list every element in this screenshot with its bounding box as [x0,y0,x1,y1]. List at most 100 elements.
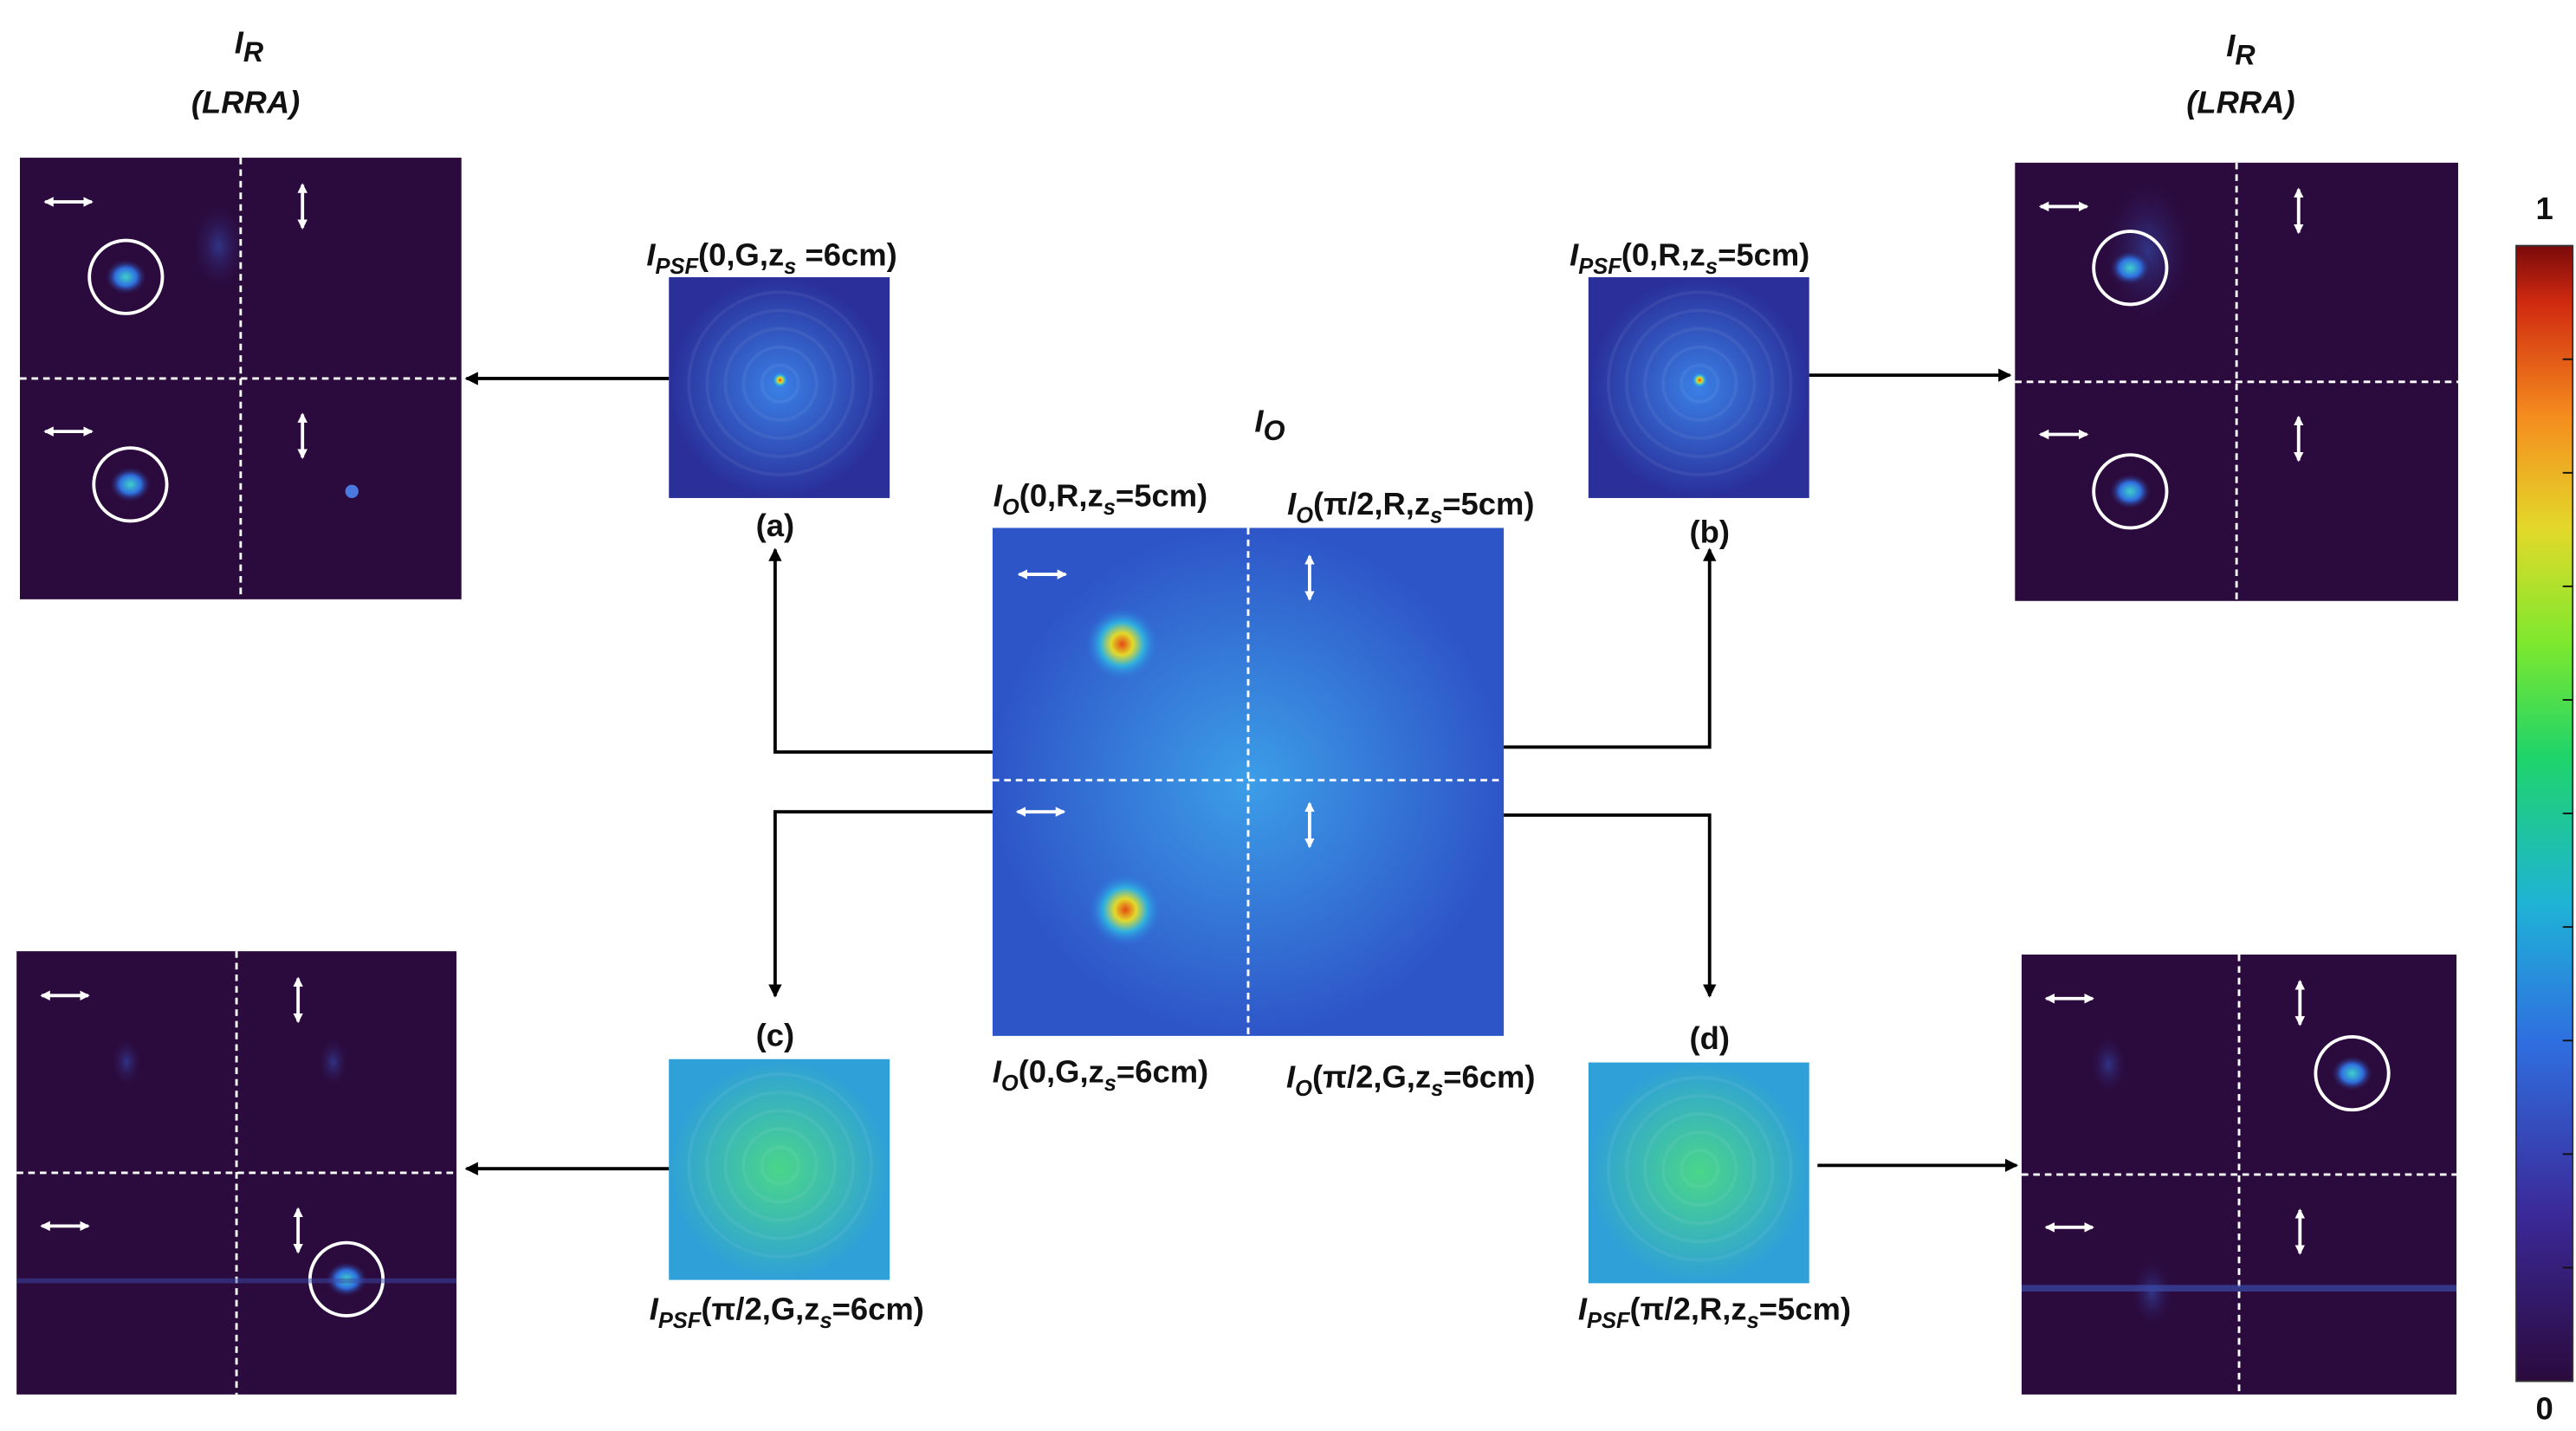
speckle-ring [1643,327,1757,440]
speckle-ring [687,1072,873,1259]
speckle-ring [1680,363,1720,404]
label-part: =6cm) [832,1292,924,1327]
object-circle [2092,230,2169,307]
label-part: I [235,24,244,60]
psf-peak [1691,372,1708,389]
speckle-ring [705,1091,855,1240]
label: IPSF(π/2,G,zs=6cm) [650,1292,924,1334]
label: IR [235,24,264,68]
label-part: PSF [1578,255,1622,279]
object [104,258,148,295]
speckle-ring [1606,290,1793,477]
faint-signal [316,1035,350,1089]
arrow [1504,813,1717,998]
psf-image [669,1059,890,1280]
label-part: O [1001,1072,1019,1096]
label-part: =6cm) [796,237,896,273]
label-part: I [994,478,1003,514]
arrow [768,810,993,998]
object [2330,1055,2374,1092]
label: (a) [756,508,794,543]
label-part: (π/2,G,z [701,1292,819,1327]
label-part: =5cm) [1116,478,1207,514]
speckle-ring [1606,1075,1793,1262]
label: (d) [1689,1020,1729,1056]
object-circle [2092,453,2169,530]
label-part: =6cm) [1116,1054,1208,1090]
label-part: (π/2,R,z [1630,1292,1747,1327]
speckle-ring [760,363,800,404]
label-part: I [1570,237,1579,273]
label-part: s [1705,255,1718,279]
label-part: s [1104,495,1116,520]
object [2108,473,2152,510]
label-part: =5cm) [1442,486,1534,521]
label-part: (0,G,z [698,237,784,273]
label-part: I [1578,1292,1588,1327]
label-part: (π/2,G,z [1312,1059,1431,1094]
label-part: I [993,1054,1002,1090]
label: (LRRA) [191,84,300,120]
faint-signal [188,197,249,295]
label-part: s [1431,1077,1443,1101]
speckle-ring [1680,1149,1720,1189]
label-part: O [1295,1077,1312,1101]
label-part: I [650,1292,659,1327]
object-circle [2314,1035,2391,1112]
speckle-ring [723,327,837,440]
label-part: s [784,255,796,279]
faint-signal [109,1035,144,1089]
object-circle [92,446,169,523]
speckle-ring [760,1145,800,1186]
object-circle [87,238,165,315]
label: IR [2226,28,2256,71]
label-part: (π/2,R,z [1313,486,1430,521]
label: IPSF(0,G,zs =6cm) [646,237,896,280]
label-part: O [1002,495,1019,520]
label: IO(0,R,zs=5cm) [994,478,1207,521]
streak [16,1278,456,1284]
label: (LRRA) [2186,84,2294,120]
faint-signal [2128,1256,2176,1331]
streak [2021,1285,2457,1292]
faint-spot [345,484,359,498]
label: 0 [2535,1391,2553,1427]
label-part: s [1104,1072,1116,1096]
label-part: (0,R,z [1621,237,1705,273]
psf-peak [772,372,789,389]
label: IPSF(0,R,zs=5cm) [1570,237,1809,280]
faint-signal [2088,1033,2129,1097]
object [2108,249,2152,287]
label-part: I [1286,1059,1296,1094]
speckle-ring [1624,308,1775,458]
speckle-ring [1624,1093,1775,1244]
io-peak [1085,607,1159,681]
label: IO(π/2,R,zs=5cm) [1287,486,1534,528]
label: IPSF(π/2,R,zs=5cm) [1578,1292,1851,1334]
label-part: R [2235,40,2256,71]
speckle-ring [687,290,873,477]
psf-image [1588,1062,1809,1284]
io-peak [1089,873,1162,947]
arrow [768,547,993,754]
speckle-ring [1643,1112,1757,1226]
speckle-ring [1661,1130,1738,1208]
label-part: PSF [656,255,700,279]
label-part: I [2226,28,2236,63]
label-part: I [1287,486,1297,521]
label-part: I [1254,403,1264,438]
label-part: s [819,1309,832,1333]
speckle-ring [741,1127,819,1204]
label-part: O [1263,415,1285,446]
label-part: (0,G,z [1019,1054,1104,1090]
arrow [1504,547,1717,749]
label-part: (0,R,z [1019,478,1104,514]
label-part: =6cm) [1443,1059,1535,1094]
label: (c) [756,1017,794,1052]
label-part: I [646,237,656,273]
label-part: PSF [1587,1309,1631,1333]
label-part: =5cm) [1759,1292,1851,1327]
speckle-ring [723,1109,837,1222]
label: IO [1254,403,1285,446]
